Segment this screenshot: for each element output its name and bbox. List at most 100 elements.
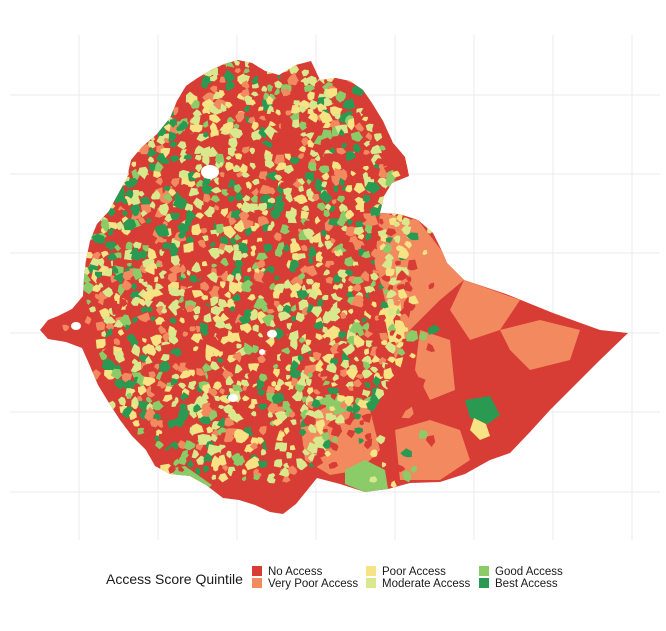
district-patch: [156, 429, 163, 437]
district-patch: [213, 464, 219, 472]
district-patch: [161, 307, 168, 314]
district-patch: [171, 400, 178, 407]
district-patch: [188, 389, 197, 396]
district-patch: [339, 312, 347, 319]
district-patch: [314, 216, 321, 225]
legend-label: No Access: [268, 566, 323, 578]
district-patch: [313, 389, 321, 395]
district-patch: [257, 354, 266, 363]
district-patch: [243, 68, 250, 74]
district-patch: [251, 425, 263, 437]
district-patch: [279, 351, 292, 363]
district-patch: [329, 264, 340, 276]
district-patch: [63, 232, 74, 241]
district-patch: [240, 188, 251, 197]
district-patch: [154, 224, 170, 237]
district-patch: [123, 169, 129, 177]
district-patch: [143, 174, 154, 186]
district-patch: [195, 251, 207, 263]
district-patch: [316, 376, 324, 386]
district-patch: [133, 138, 141, 147]
district-patch: [282, 476, 291, 483]
district-patch: [259, 115, 266, 121]
district-patch: [177, 440, 186, 450]
district-patch: [287, 72, 299, 86]
district-patch: [329, 66, 341, 77]
district-patch: [144, 474, 154, 485]
district-patch: [318, 241, 324, 248]
district-patch: [389, 330, 396, 336]
district-patch: [338, 177, 345, 186]
district-patch: [173, 322, 186, 334]
district-patch: [258, 403, 267, 411]
district-patch: [179, 317, 185, 324]
district-patch: [298, 145, 306, 153]
district-patch: [379, 145, 386, 151]
district-patch: [128, 112, 137, 122]
district-patch: [324, 260, 335, 268]
district-patch: [168, 118, 177, 128]
district-patch: [423, 191, 434, 203]
district-patch: [144, 126, 153, 133]
district-patch: [232, 401, 242, 411]
district-patch: [199, 338, 205, 347]
district-patch: [218, 138, 224, 144]
district-patch: [280, 384, 290, 392]
district-patch: [219, 388, 225, 395]
district-patch: [160, 170, 170, 178]
district-patch: [130, 296, 140, 306]
district-patch: [303, 364, 317, 377]
district-patch: [276, 304, 285, 312]
district-patch: [307, 212, 315, 220]
district-patch: [147, 247, 157, 261]
district-patch: [267, 402, 278, 414]
district-patch: [308, 249, 317, 258]
district-patch: [401, 338, 408, 344]
district-patch: [115, 118, 127, 129]
district-patch: [284, 427, 290, 435]
district-patch: [261, 420, 269, 426]
district-patch: [104, 241, 117, 251]
district-patch: [155, 345, 162, 352]
legend-item-poor-access: Poor Access: [366, 566, 446, 578]
district-patch: [209, 75, 218, 82]
district-patch: [298, 105, 306, 114]
district-patch: [106, 161, 122, 169]
no-data-patch: [267, 330, 277, 338]
district-patch: [330, 393, 338, 401]
district-patch: [368, 167, 381, 180]
district-patch: [147, 434, 155, 443]
district-patch: [167, 272, 177, 283]
district-patch: [272, 257, 281, 265]
district-patch: [226, 108, 234, 117]
district-patch: [164, 100, 172, 108]
district-patch: [137, 427, 145, 435]
district-patch: [271, 380, 276, 387]
district-patch: [325, 203, 332, 211]
district-patch: [260, 448, 267, 456]
district-patch: [135, 133, 146, 143]
district-patch: [290, 323, 296, 330]
map-panel: [10, 35, 660, 540]
district-patch: [291, 137, 297, 144]
district-patch: [218, 176, 227, 187]
district-patch: [199, 275, 211, 287]
district-patch: [222, 465, 228, 472]
district-patch: [316, 426, 325, 436]
district-patch: [344, 395, 355, 407]
district-patch: [230, 209, 241, 220]
district-patch: [105, 379, 115, 392]
district-patch: [263, 243, 273, 253]
district-patch: [369, 206, 382, 218]
district-patch: [393, 235, 401, 244]
district-patch: [185, 236, 195, 246]
district-patch: [213, 204, 220, 212]
district-patch: [210, 125, 219, 138]
district-patch: [133, 133, 140, 139]
district-patch: [395, 260, 401, 266]
district-patch: [360, 270, 370, 282]
district-patch: [266, 458, 276, 466]
district-patch: [89, 444, 97, 453]
district-patch: [208, 288, 219, 299]
district-patch: [287, 459, 299, 471]
